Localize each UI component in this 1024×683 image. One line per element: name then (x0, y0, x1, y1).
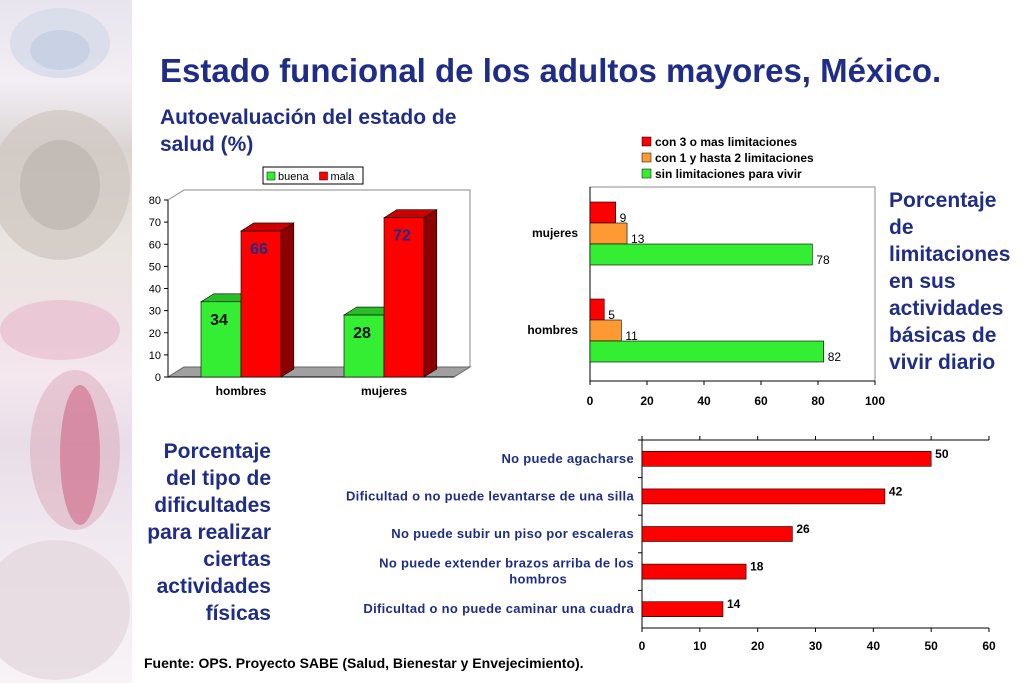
data-label: 42 (889, 484, 903, 498)
data-label: 11 (625, 329, 638, 343)
bar (383, 217, 425, 378)
data-label: 34 (210, 312, 228, 329)
data-label: 5 (608, 308, 615, 322)
data-label: 9 (620, 211, 627, 225)
x-tick-label: 80 (811, 394, 825, 408)
legend-swatch (641, 152, 652, 163)
chart3-caption: Porcentaje del tipo de dificultades para… (147, 440, 271, 625)
x-tick-label: hombres (216, 384, 267, 398)
y-tick-label: 10 (149, 350, 161, 362)
chart1-title: Autoevaluación del estado de salud (%) (160, 106, 457, 156)
y-tick-label: 40 (149, 284, 161, 296)
x-tick-label: 60 (754, 394, 768, 408)
legend-label: sin limitaciones para vivir (655, 167, 802, 181)
data-label: 66 (250, 241, 268, 258)
data-label: 18 (750, 560, 764, 574)
data-label: 13 (631, 232, 645, 246)
x-tick-label: 20 (751, 639, 765, 653)
y-tick-label: Dificultad o no puede levantarse de una … (346, 488, 634, 503)
legend-box (262, 166, 364, 185)
bar (240, 230, 282, 378)
y-tick-label: 20 (149, 328, 161, 340)
bar (589, 340, 824, 363)
legend-swatch (641, 168, 652, 179)
legend-swatch (641, 136, 652, 147)
y-tick-label: No puede agacharse (501, 451, 634, 466)
y-tick-label: No puede subir un piso por escaleras (391, 526, 634, 541)
bar (200, 301, 242, 378)
y-tick-label: hombres (527, 323, 578, 337)
x-tick-label: 10 (693, 639, 707, 653)
data-label: 26 (796, 522, 810, 536)
bar (641, 450, 932, 467)
y-tick-label: Dificultad o no puede caminar una cuadra (363, 601, 634, 616)
legend-label: buena (278, 171, 309, 183)
y-tick-label: mujeres (532, 226, 578, 240)
x-tick-label: 0 (587, 394, 594, 408)
legend-label: con 3 o mas limitaciones (655, 135, 797, 149)
legend-swatch (319, 171, 328, 181)
y-tick-label: 60 (149, 239, 161, 251)
data-label: 82 (828, 350, 842, 364)
x-tick-label: 60 (982, 639, 996, 653)
source-note: Fuente: OPS. Proyecto SABE (Salud, Biene… (144, 655, 584, 671)
bar (641, 563, 747, 580)
x-tick-label: 50 (924, 639, 938, 653)
x-tick-label: 0 (639, 639, 646, 653)
x-tick-label: mujeres (361, 384, 407, 398)
bar (641, 526, 793, 542)
x-tick-label: 40 (697, 394, 711, 408)
legend-label: con 1 y hasta 2 limitaciones (655, 151, 814, 165)
data-label: 14 (727, 597, 741, 611)
bar (589, 243, 813, 266)
x-tick-label: 20 (640, 394, 654, 408)
legend-swatch (266, 171, 276, 181)
x-tick-label: 40 (867, 639, 881, 653)
y-tick-label: No puede extender brazos arriba de los ho… (379, 556, 634, 587)
bar (641, 488, 886, 505)
y-tick-label: 70 (149, 217, 161, 229)
data-label: 50 (935, 447, 949, 461)
data-label: 28 (353, 325, 371, 342)
y-tick-label: 30 (149, 306, 161, 318)
x-tick-label: 30 (809, 639, 823, 653)
decorative-photo-strip (0, 0, 132, 683)
legend-label: mala (331, 171, 356, 183)
data-label: 72 (393, 228, 411, 245)
y-tick-label: 80 (149, 195, 161, 207)
y-tick-label: 0 (155, 372, 161, 384)
bar (343, 314, 385, 378)
y-tick-label: 50 (149, 261, 161, 273)
bar (641, 601, 724, 618)
chart2-caption: Porcentaje de limitaciones en sus activi… (889, 189, 1011, 374)
data-label: 78 (816, 253, 830, 267)
x-tick-label: 100 (865, 394, 885, 408)
slide-title: Estado funcional de los adultos mayores,… (160, 52, 942, 89)
